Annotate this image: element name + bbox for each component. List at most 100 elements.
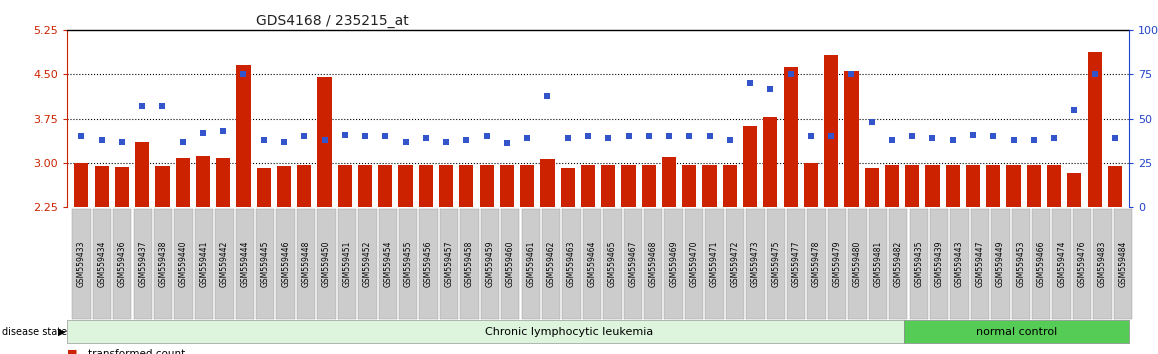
Point — [903, 133, 922, 139]
Point — [336, 132, 354, 137]
Point — [72, 133, 90, 139]
Point — [1085, 72, 1104, 77]
Text: GSM559441: GSM559441 — [199, 240, 208, 287]
Text: GSM559468: GSM559468 — [648, 240, 658, 287]
Bar — [925, 165, 939, 207]
Bar — [662, 157, 676, 207]
Text: GSM559445: GSM559445 — [261, 240, 270, 287]
Text: GSM559454: GSM559454 — [383, 240, 393, 287]
Point — [639, 133, 658, 139]
Text: GSM559465: GSM559465 — [608, 240, 617, 287]
Bar — [601, 165, 615, 207]
Text: GSM559449: GSM559449 — [996, 240, 1005, 287]
Bar — [439, 165, 453, 207]
Point — [133, 103, 152, 109]
Text: GSM559453: GSM559453 — [1017, 240, 1025, 287]
Bar — [419, 165, 433, 207]
Bar — [298, 165, 312, 207]
Bar — [541, 159, 555, 207]
Text: GSM559484: GSM559484 — [1119, 240, 1128, 287]
Bar — [217, 158, 230, 207]
Bar — [743, 126, 757, 207]
Point — [720, 137, 739, 143]
Text: GSM559439: GSM559439 — [935, 240, 944, 287]
Point — [174, 139, 192, 144]
Point — [193, 130, 212, 136]
Text: GSM559464: GSM559464 — [587, 240, 596, 287]
Bar — [723, 165, 736, 207]
Text: GSM559461: GSM559461 — [526, 240, 535, 287]
Text: GSM559471: GSM559471 — [710, 240, 719, 287]
Point — [356, 133, 374, 139]
Text: GSM559447: GSM559447 — [975, 240, 984, 287]
Text: normal control: normal control — [976, 327, 1057, 337]
Point — [396, 139, 415, 144]
Bar — [1006, 165, 1020, 207]
Bar — [966, 165, 980, 207]
Bar — [1047, 165, 1061, 207]
Point — [538, 93, 557, 98]
Point — [863, 119, 881, 125]
Point — [376, 133, 395, 139]
Text: GSM559433: GSM559433 — [76, 240, 86, 287]
Point — [680, 133, 698, 139]
Point — [660, 133, 679, 139]
Text: GSM559466: GSM559466 — [1036, 240, 1046, 287]
Text: GSM559478: GSM559478 — [812, 240, 821, 287]
Point — [93, 137, 111, 143]
Point — [112, 139, 131, 144]
Text: GSM559462: GSM559462 — [547, 240, 556, 287]
Point — [963, 132, 982, 137]
Text: ▶: ▶ — [58, 327, 65, 337]
Bar — [581, 165, 595, 207]
Text: GSM559458: GSM559458 — [466, 240, 474, 287]
Text: GSM559435: GSM559435 — [914, 240, 923, 287]
Bar — [479, 165, 493, 207]
Point — [214, 128, 233, 134]
Text: GSM559470: GSM559470 — [689, 240, 698, 287]
Bar — [358, 165, 372, 207]
Point — [599, 135, 617, 141]
Text: GSM559450: GSM559450 — [322, 240, 331, 287]
Bar — [95, 166, 109, 207]
Text: GSM559480: GSM559480 — [853, 240, 862, 287]
Bar — [1108, 166, 1122, 207]
Text: GSM559452: GSM559452 — [362, 240, 372, 287]
Point — [498, 141, 516, 146]
Point — [1106, 135, 1124, 141]
Point — [457, 137, 476, 143]
Text: GSM559457: GSM559457 — [445, 240, 454, 287]
Text: GSM559475: GSM559475 — [771, 240, 780, 287]
Text: GSM559463: GSM559463 — [567, 240, 576, 287]
Bar — [987, 165, 1001, 207]
Text: disease state: disease state — [2, 327, 67, 337]
Bar — [257, 167, 271, 207]
Bar — [1087, 52, 1101, 207]
Point — [234, 72, 252, 77]
Bar — [520, 165, 534, 207]
Bar — [176, 158, 190, 207]
Bar — [115, 167, 129, 207]
Bar — [1027, 165, 1041, 207]
Bar — [500, 165, 514, 207]
Bar — [236, 65, 250, 207]
Point — [701, 133, 719, 139]
Text: GSM559451: GSM559451 — [343, 240, 351, 287]
Text: GSM559440: GSM559440 — [179, 240, 188, 287]
Bar — [844, 72, 858, 207]
Text: GSM559482: GSM559482 — [894, 241, 903, 287]
Text: GSM559459: GSM559459 — [485, 240, 494, 287]
Bar — [560, 167, 574, 207]
Text: GSM559443: GSM559443 — [955, 240, 965, 287]
Bar — [398, 165, 412, 207]
Point — [842, 72, 860, 77]
Text: GSM559455: GSM559455 — [404, 240, 412, 287]
Text: GSM559477: GSM559477 — [792, 240, 800, 287]
Point — [1004, 137, 1023, 143]
Text: GSM559460: GSM559460 — [506, 240, 515, 287]
Point — [822, 133, 841, 139]
Bar — [784, 67, 798, 207]
Bar — [74, 163, 88, 207]
Bar — [804, 163, 818, 207]
Point — [579, 133, 598, 139]
